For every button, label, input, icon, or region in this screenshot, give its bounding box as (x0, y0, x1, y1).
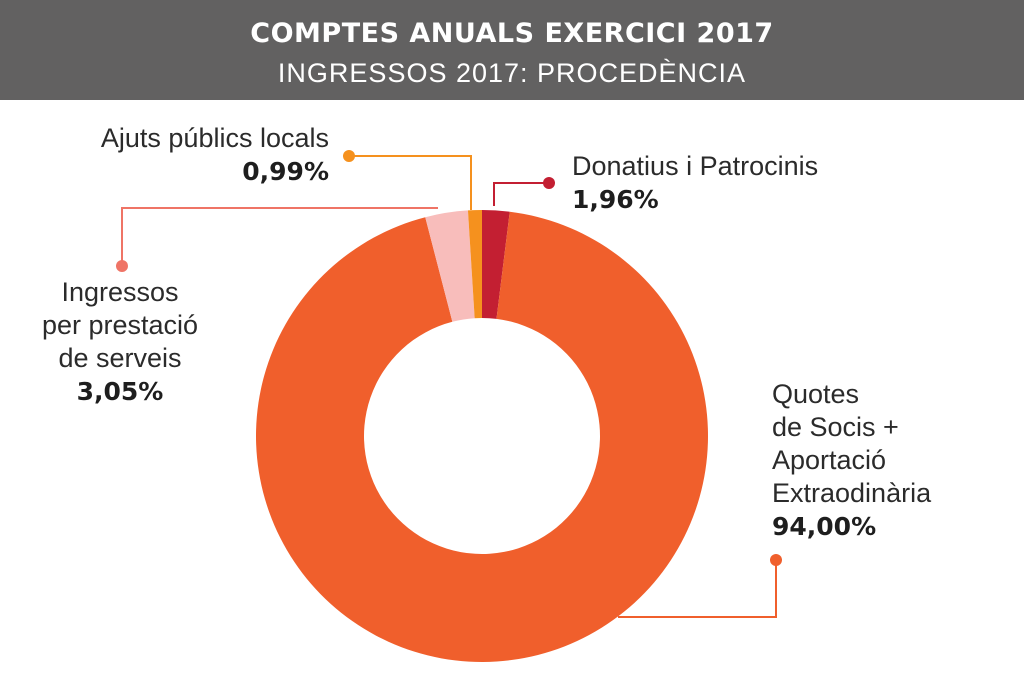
label-ingressos-serveis: Ingressos per prestació de serveis 3,05% (20, 276, 220, 408)
leader-ajuts (349, 155, 472, 210)
label-donatius-patrocinis: Donatius i Patrocinis 1,96% (572, 150, 818, 216)
leader-quotes (618, 562, 777, 618)
leader-dot-donatius (543, 177, 555, 189)
label-ingressos-value: 3,05% (76, 377, 164, 406)
slice-quotes-de-socis-aportaci-extraodin-ria (255, 211, 708, 662)
leader-dot-ajuts (343, 150, 355, 162)
leader-dot-ingressos (116, 260, 128, 272)
label-donatius-value: 1,96% (572, 185, 659, 214)
slice-donatius-i-patrocinis (482, 210, 510, 319)
label-ajuts-publics-locals: Ajuts públics locals 0,99% (101, 122, 329, 188)
chart-header: COMPTES ANUALS EXERCICI 2017 INGRESSOS 2… (0, 0, 1024, 100)
label-quotes-socis: Quotes de Socis + Aportació Extraodinàri… (772, 378, 931, 543)
chart-subtitle: INGRESSOS 2017: PROCEDÈNCIA (277, 58, 747, 88)
label-ingressos-line-2: per prestació (41, 310, 199, 340)
label-quotes-line-3: Aportació (772, 445, 887, 475)
label-quotes-line-1: Quotes (772, 379, 860, 409)
label-donatius-text: Donatius i Patrocinis (572, 151, 819, 181)
label-ajuts-value: 0,99% (242, 157, 329, 186)
leader-donatius (493, 182, 549, 206)
slice-ajuts-p-blics-locals (467, 210, 482, 319)
chart-title: COMPTES ANUALS EXERCICI 2017 (250, 18, 774, 49)
slice-ingressos-per-prestaci-de-serveis (425, 210, 475, 322)
label-ingressos-line-1: Ingressos (61, 277, 179, 307)
label-quotes-line-2: de Socis + (772, 412, 899, 442)
label-ajuts-text: Ajuts públics locals (100, 123, 329, 153)
label-ingressos-line-3: de serveis (58, 343, 182, 373)
label-quotes-value: 94,00% (772, 512, 877, 541)
label-quotes-line-4: Extraodinària (772, 478, 932, 508)
leader-ingressos (121, 207, 438, 264)
leader-dot-quotes (770, 554, 782, 566)
